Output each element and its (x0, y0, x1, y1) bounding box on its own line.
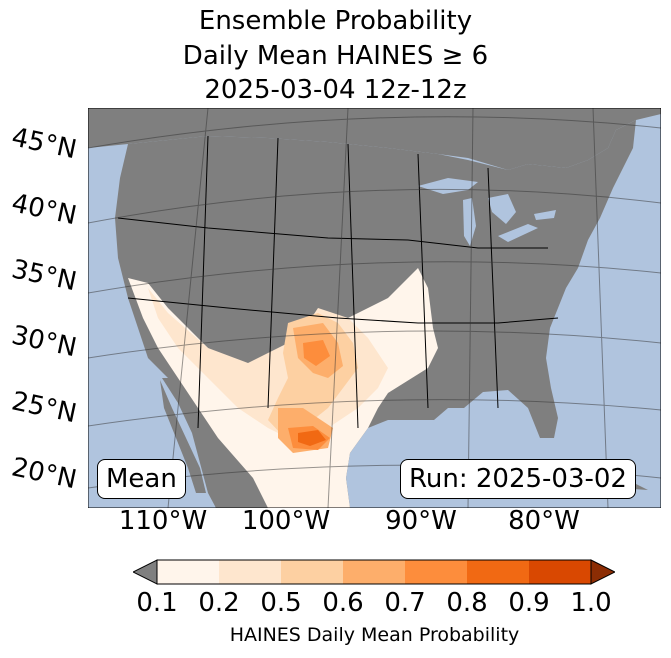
colorbar-under-arrow (133, 559, 158, 585)
title-line-3: 2025-03-04 12z-12z (204, 75, 467, 105)
state-boundaries (117, 135, 559, 429)
lat-label-40: 40°N (8, 188, 80, 232)
lake-erie (498, 224, 538, 242)
colorbar-cell (529, 560, 592, 584)
colorbar-cell (405, 560, 468, 584)
lat-label-25: 25°N (8, 386, 80, 430)
colorbar-cell (343, 560, 406, 584)
lon-label-80: 80°W (508, 506, 580, 536)
colorbar-over-arrow (590, 559, 615, 585)
colorbar-label: HAINES Daily Mean Probability (229, 624, 520, 646)
stat-label-box: Mean (97, 459, 186, 499)
lat-label-20: 20°N (8, 452, 80, 496)
title-line-2: Daily Mean HAINES ≥ 6 (182, 41, 489, 71)
lat-label-45: 45°N (8, 122, 80, 166)
lake-ontario (534, 210, 556, 220)
probability-map (88, 108, 661, 508)
colorbar (133, 559, 615, 585)
lat-label-30: 30°N (8, 320, 80, 364)
colorbar-tick: 1.0 (570, 588, 612, 618)
colorbar-cell (281, 560, 344, 584)
colorbar-tick: 0.1 (136, 588, 178, 618)
probability-field (128, 268, 438, 508)
lake-huron (488, 194, 516, 224)
colorbar-tick: 0.9 (508, 588, 550, 618)
colorbar-tick: 0.6 (322, 588, 364, 618)
lon-label-100: 100°W (241, 506, 331, 536)
title-line-1: Ensemble Probability (198, 6, 473, 36)
run-label-box: Run: 2025-03-02 (400, 459, 636, 499)
colorbar-tick: 0.7 (384, 588, 426, 618)
lat-label-35: 35°N (8, 254, 80, 298)
lon-label-90: 90°W (385, 506, 457, 536)
colorbar-cell (219, 560, 282, 584)
colorbar-cell (467, 560, 530, 584)
colorbar-tick: 0.8 (446, 588, 488, 618)
lon-label-110: 110°W (118, 506, 208, 536)
colorbar-tick: 0.5 (260, 588, 302, 618)
land-north (88, 108, 661, 170)
graticule (88, 108, 661, 508)
land-baja (160, 380, 206, 493)
lake-michigan (463, 198, 476, 246)
colorbar-tick: 0.2 (198, 588, 240, 618)
colorbar-cell (157, 560, 220, 584)
